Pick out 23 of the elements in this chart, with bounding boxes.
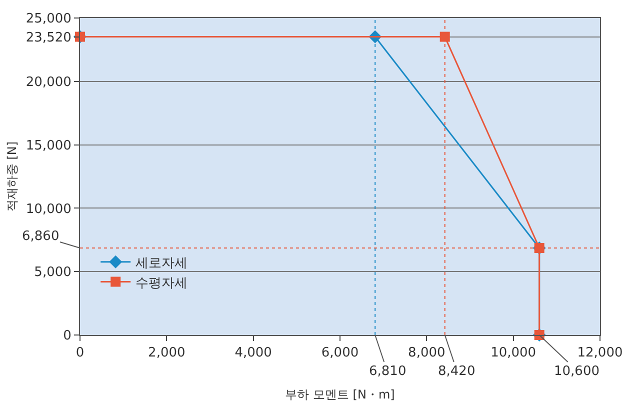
ref-line-label: 6,860 (22, 229, 60, 244)
y-tick-label: 15,000 (26, 138, 72, 154)
y-axis-title: 적재하중 [N] (5, 141, 20, 212)
y-tick-label: 0 (63, 328, 72, 344)
x-tick-label: 10,000 (490, 346, 536, 361)
y-tick-label: 25,000 (26, 12, 72, 27)
y-tick-label: 5,000 (34, 265, 72, 280)
legend-label: 세로자세 (136, 256, 188, 271)
x-axis-title: 부하 모멘트 [N・m] (285, 388, 395, 402)
x-tick-label: 6,000 (321, 346, 359, 361)
x-tick-label: 12,000 (577, 346, 623, 361)
ref-line-label: 8,420 (438, 364, 476, 379)
x-tick-label: 8,000 (408, 346, 446, 361)
x-tick-label: 4,000 (234, 346, 272, 361)
y-tick-label: 23,520 (26, 30, 72, 46)
x-tick-label: 2,000 (148, 346, 186, 361)
y-tick-label: 10,000 (26, 202, 72, 217)
point (440, 32, 450, 42)
annotation: 10,600 (554, 364, 600, 379)
x-tick-label: 0 (76, 346, 84, 361)
ref-line-label: 6,810 (369, 364, 406, 379)
y-tick-label: 20,000 (26, 74, 72, 90)
legend-label: 수평자세 (136, 276, 188, 291)
